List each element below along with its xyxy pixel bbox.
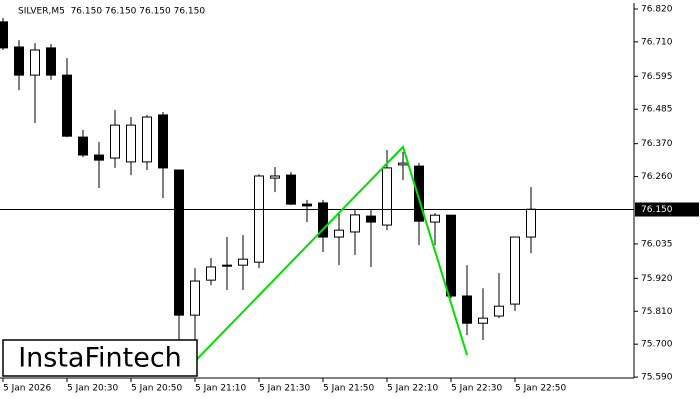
chart-title: SILVER,M5 76.150 76.150 76.150 76.150 — [18, 7, 205, 17]
logo: InstaFintech — [18, 343, 182, 374]
pattern-line — [194, 145, 468, 362]
y-tick-label: 76.260 — [641, 172, 673, 182]
y-tick-label: 76.595 — [641, 72, 673, 82]
candle-body — [302, 203, 312, 207]
x-tick-label: 5 Jan 21:10 — [195, 384, 247, 394]
candle-body — [222, 264, 232, 267]
candle-body — [510, 236, 520, 305]
candle-body — [158, 114, 168, 169]
candle-body — [430, 214, 440, 223]
candle-body — [126, 124, 136, 163]
candle-body — [350, 214, 360, 233]
candle-body — [382, 167, 392, 226]
candle-body — [526, 208, 536, 238]
candle-body — [0, 21, 8, 49]
candle-body — [110, 124, 120, 159]
x-tick-label: 5 Jan 20:30 — [67, 384, 119, 394]
candle-body — [206, 266, 216, 281]
candle-body — [142, 116, 152, 163]
current-price-label: 76.150 — [641, 205, 673, 215]
y-tick-label: 76.035 — [641, 239, 673, 249]
y-tick-label: 76.820 — [641, 4, 673, 14]
y-tick-label: 76.485 — [641, 105, 673, 115]
candle-body — [286, 174, 296, 205]
candle-body — [414, 165, 424, 222]
y-tick-label: 75.590 — [641, 373, 673, 383]
candle-body — [478, 317, 488, 324]
logo-box — [2, 339, 198, 377]
candle-body — [334, 229, 344, 238]
candle-body — [462, 295, 472, 324]
y-tick-label: 75.810 — [641, 307, 673, 317]
candle-body — [14, 46, 24, 76]
candle-body — [366, 215, 376, 223]
candle-body — [190, 280, 200, 316]
x-tick-label: 5 Jan 21:50 — [323, 384, 375, 394]
y-tick-label: 76.710 — [641, 37, 673, 47]
y-tick-label: 76.370 — [641, 139, 673, 149]
x-tick-label: 5 Jan 20:50 — [131, 384, 183, 394]
candle-body — [30, 49, 40, 76]
candle-body — [270, 175, 280, 179]
candle-body — [318, 202, 328, 238]
x-tick-label: 5 Jan 2026 — [3, 384, 51, 394]
y-tick-label: 75.700 — [641, 340, 673, 350]
x-tick-label: 5 Jan 22:30 — [451, 384, 503, 394]
candle-body — [238, 258, 248, 266]
x-tick-label: 5 Jan 22:50 — [515, 384, 567, 394]
candle-body — [174, 169, 184, 316]
candle-body — [254, 175, 264, 263]
x-tick-label: 5 Jan 21:30 — [259, 384, 311, 394]
candle-body — [94, 154, 104, 161]
candle-body — [78, 136, 88, 156]
candle-body — [62, 74, 72, 137]
current-price-box — [635, 202, 699, 217]
candle-body — [46, 47, 56, 76]
y-tick-label: 75.920 — [641, 274, 673, 284]
candle-body — [398, 162, 408, 166]
candle-body — [446, 214, 456, 297]
candle-body — [494, 305, 504, 317]
x-tick-label: 5 Jan 22:10 — [387, 384, 439, 394]
